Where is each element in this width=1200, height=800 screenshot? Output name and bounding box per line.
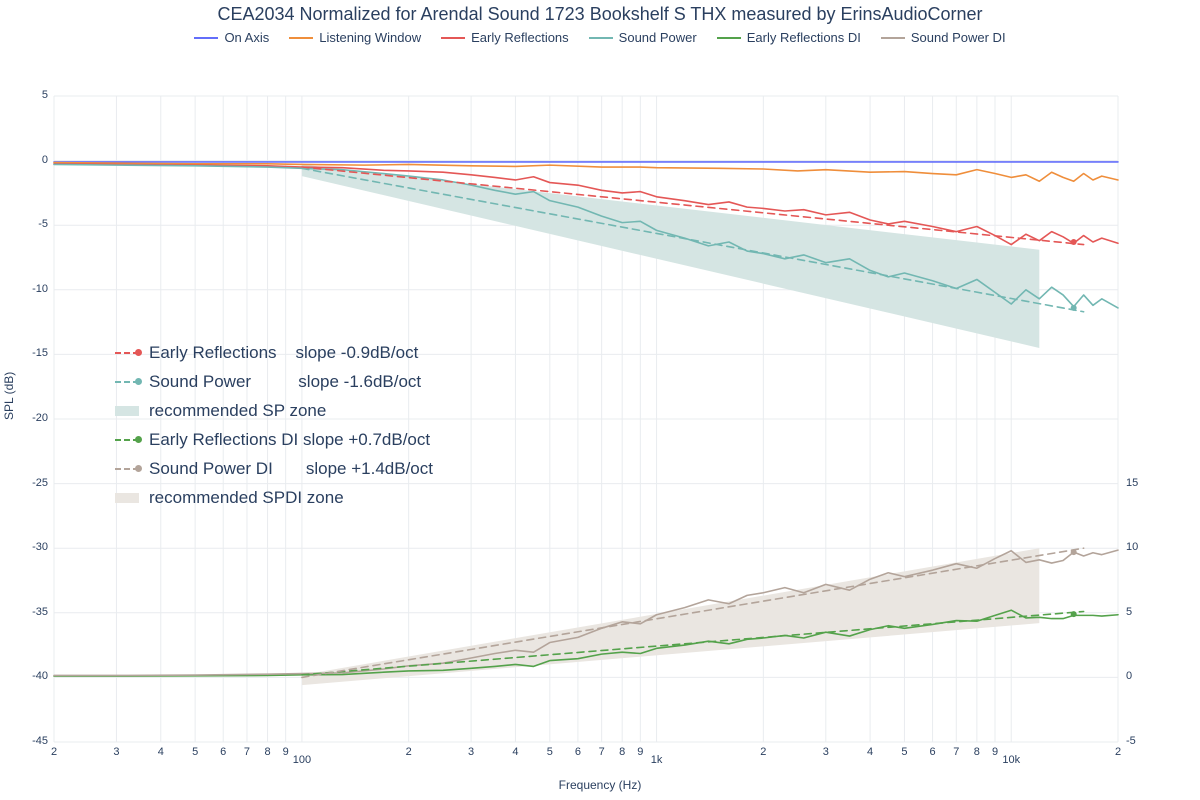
x-minor-tick: 5	[192, 746, 198, 758]
trend-spdi	[302, 548, 1084, 677]
y-left-tick: 0	[42, 154, 48, 166]
y-axis-left-label: SPL (dB)	[2, 372, 16, 420]
y-left-tick: -10	[32, 283, 48, 295]
x-minor-tick: 8	[974, 746, 980, 758]
trend-marker-spdi	[1071, 549, 1077, 555]
trend-marker-erdi	[1071, 611, 1077, 617]
inset-legend-text: recommended SPDI zone	[149, 483, 344, 512]
inset-legend-text: recommended SP zone	[149, 396, 326, 425]
y-left-tick: -20	[32, 412, 48, 424]
y-left-tick: -45	[32, 735, 48, 747]
x-minor-tick: 5	[901, 746, 907, 758]
x-minor-tick: 9	[992, 746, 998, 758]
y-left-tick: 5	[42, 89, 48, 101]
inset-legend-row: recommended SPDI zone	[115, 483, 433, 512]
x-minor-tick: 7	[599, 746, 605, 758]
inset-legend-text: Sound Power slope -1.6dB/oct	[149, 367, 421, 396]
trend-er	[302, 167, 1084, 245]
y-right-tick: -5	[1126, 735, 1136, 747]
series-sound_power	[54, 164, 1118, 307]
x-minor-tick: 9	[283, 746, 289, 758]
trend-marker-er	[1071, 239, 1077, 245]
x-major-tick: 100	[293, 754, 311, 766]
inset-legend-text: Early Reflections DI slope +0.7dB/oct	[149, 425, 430, 454]
inset-legend-row: Sound Power DI slope +1.4dB/oct	[115, 454, 433, 483]
x-minor-tick: 2	[1115, 746, 1121, 758]
x-minor-tick: 4	[867, 746, 873, 758]
zone-swatch	[115, 406, 139, 416]
inset-legend: Early Reflections slope -0.9dB/octSound …	[115, 338, 433, 512]
x-minor-tick: 9	[637, 746, 643, 758]
y-left-tick: -35	[32, 606, 48, 618]
y-right-tick: 0	[1126, 670, 1132, 682]
dash-swatch	[115, 348, 139, 358]
x-minor-tick: 3	[823, 746, 829, 758]
y-right-tick: 15	[1126, 477, 1138, 489]
x-minor-tick: 3	[468, 746, 474, 758]
inset-legend-text: Sound Power DI slope +1.4dB/oct	[149, 454, 433, 483]
x-minor-tick: 5	[547, 746, 553, 758]
y-left-tick: -25	[32, 477, 48, 489]
x-minor-tick: 7	[244, 746, 250, 758]
trend-sp	[302, 168, 1084, 311]
x-minor-tick: 2	[760, 746, 766, 758]
x-minor-tick: 4	[158, 746, 164, 758]
y-right-tick: 5	[1126, 606, 1132, 618]
inset-legend-text: Early Reflections slope -0.9dB/oct	[149, 338, 418, 367]
y-left-tick: -40	[32, 670, 48, 682]
x-minor-tick: 3	[113, 746, 119, 758]
x-minor-tick: 4	[512, 746, 518, 758]
x-minor-tick: 6	[575, 746, 581, 758]
dash-swatch	[115, 377, 139, 387]
x-major-tick: 1k	[651, 754, 663, 766]
dash-swatch	[115, 435, 139, 445]
y-right-tick: 10	[1126, 541, 1138, 553]
y-left-tick: -15	[32, 347, 48, 359]
inset-legend-row: recommended SP zone	[115, 396, 433, 425]
x-minor-tick: 6	[220, 746, 226, 758]
x-major-tick: 10k	[1002, 754, 1020, 766]
y-left-tick: -5	[38, 218, 48, 230]
inset-legend-row: Sound Power slope -1.6dB/oct	[115, 367, 433, 396]
x-minor-tick: 2	[406, 746, 412, 758]
x-minor-tick: 8	[264, 746, 270, 758]
zone-swatch	[115, 493, 139, 503]
chart-container: CEA2034 Normalized for Arendal Sound 172…	[0, 0, 1200, 800]
x-minor-tick: 8	[619, 746, 625, 758]
inset-legend-row: Early Reflections DI slope +0.7dB/oct	[115, 425, 433, 454]
inset-legend-row: Early Reflections slope -0.9dB/oct	[115, 338, 433, 367]
series-er_di	[54, 610, 1118, 676]
x-minor-tick: 6	[929, 746, 935, 758]
dash-swatch	[115, 464, 139, 474]
x-minor-tick: 7	[953, 746, 959, 758]
x-minor-tick: 2	[51, 746, 57, 758]
trend-marker-sp	[1071, 305, 1077, 311]
x-axis-label: Frequency (Hz)	[0, 778, 1200, 792]
y-left-tick: -30	[32, 541, 48, 553]
